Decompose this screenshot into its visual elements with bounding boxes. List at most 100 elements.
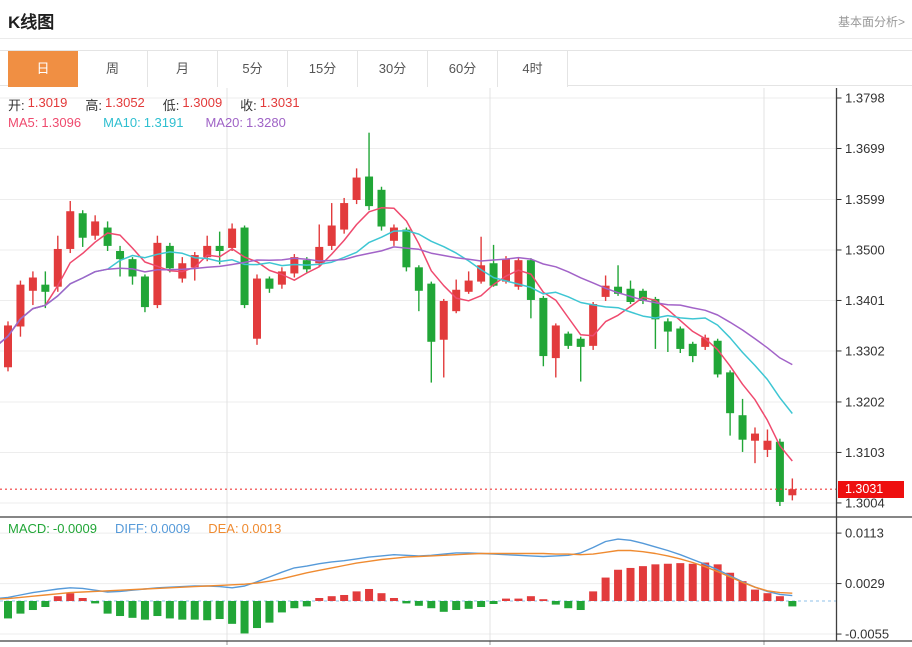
macd-hist-bar — [228, 601, 237, 624]
candle-body — [726, 372, 735, 414]
macd-hist-bar — [601, 577, 610, 601]
candle-body — [626, 288, 635, 302]
candle-body — [327, 225, 336, 246]
candle-body — [16, 284, 25, 327]
tab-day[interactable]: 日 — [8, 51, 78, 87]
price-tick-label: 1.3500 — [845, 242, 885, 257]
current-price-badge: 1.3031 — [838, 481, 904, 498]
candle-body — [190, 255, 199, 268]
macd-hist-bar — [16, 601, 25, 614]
macd-hist-bar — [315, 597, 324, 601]
ma5-line — [0, 207, 793, 462]
ma20-line — [0, 246, 793, 366]
candle-body — [91, 221, 100, 236]
macd-hist-bar — [651, 564, 660, 601]
macd-hist-bar — [676, 563, 685, 601]
candle-body — [414, 267, 423, 291]
candle-body — [128, 259, 137, 277]
candle-body — [153, 242, 162, 306]
candle-body — [589, 304, 598, 346]
candle-body — [638, 290, 647, 301]
price-tick-label: 1.3004 — [845, 495, 885, 510]
macd-hist-bar — [190, 601, 199, 620]
page-title: K线图 — [8, 13, 55, 32]
candle-body — [688, 343, 697, 357]
price-tick-label: 1.3599 — [845, 192, 885, 207]
macd-hist-bar — [302, 601, 311, 607]
tab-month[interactable]: 月 — [148, 51, 218, 87]
tab-5min[interactable]: 5分 — [218, 51, 288, 87]
macd-hist-bar — [414, 601, 423, 606]
macd-hist-bar — [701, 562, 710, 601]
candle-body — [427, 283, 436, 342]
candle-body — [502, 259, 510, 282]
macd-hist-bar — [526, 596, 535, 601]
macd-hist-bar — [788, 601, 797, 607]
macd-hist-bar — [327, 596, 336, 601]
macd-hist-bar — [477, 601, 486, 608]
candle-body — [439, 300, 448, 340]
macd-hist-bar — [140, 601, 149, 620]
price-tick-label: 1.3202 — [845, 394, 885, 409]
candle-body — [614, 286, 623, 294]
macd-hist-bar — [514, 598, 523, 601]
candle-body — [290, 257, 299, 274]
macd-hist-bar — [452, 601, 461, 611]
macd-hist-bar — [66, 593, 75, 601]
candle-body — [240, 227, 249, 306]
macd-hist-bar — [4, 601, 12, 619]
price-tick-label: 1.3401 — [845, 293, 885, 308]
macd-hist-bar — [340, 594, 349, 601]
candle-body — [564, 333, 573, 346]
candle-body — [788, 489, 797, 496]
candle-body — [253, 278, 261, 339]
macd-hist-bar — [78, 597, 87, 601]
macd-hist-bar — [153, 601, 162, 617]
macd-hist-bar — [589, 591, 598, 601]
macd-hist-bar — [663, 563, 672, 601]
candle-body — [651, 298, 660, 320]
candle-body — [352, 177, 361, 200]
tab-60min[interactable]: 60分 — [428, 51, 498, 87]
tab-4hour[interactable]: 4时 — [498, 51, 568, 87]
candle-body — [601, 285, 610, 297]
candle-body — [265, 278, 274, 289]
candle-body — [775, 441, 784, 502]
macd-hist-bar — [128, 601, 137, 618]
tab-week[interactable]: 周 — [78, 51, 148, 87]
candle-body — [389, 227, 398, 241]
candle-body — [514, 260, 523, 287]
ma10-line — [0, 229, 793, 414]
candle-body — [66, 211, 75, 249]
candle-body — [738, 415, 747, 440]
macd-hist-bar — [614, 569, 623, 601]
candle-body — [203, 245, 212, 258]
candle-body — [277, 271, 286, 285]
macd-hist-bar — [389, 597, 398, 601]
fundamental-analysis-link[interactable]: 基本面分析> — [837, 15, 905, 29]
candle-body — [116, 251, 125, 260]
candle-body — [365, 176, 374, 207]
macd-hist-bar — [427, 601, 436, 609]
macd-hist-bar — [775, 596, 784, 601]
candle-body — [4, 325, 12, 368]
candle-body — [452, 289, 461, 312]
price-tick-label: 1.3302 — [845, 343, 885, 358]
macd-hist-bar — [564, 601, 573, 609]
candle-body — [713, 340, 722, 375]
tab-15min[interactable]: 15分 — [288, 51, 358, 87]
diff-line — [0, 538, 793, 599]
candle-body — [215, 245, 224, 251]
candle-body — [551, 325, 560, 359]
candle-body — [763, 440, 772, 450]
macd-hist-bar — [626, 567, 635, 601]
candle-body — [701, 337, 710, 347]
macd-hist-bar — [738, 581, 747, 601]
candle-body — [539, 297, 548, 357]
candle-body — [103, 227, 112, 246]
tab-30min[interactable]: 30分 — [358, 51, 428, 87]
macd-hist-bar — [53, 596, 62, 601]
price-tick-label: 1.3699 — [845, 141, 885, 156]
macd-hist-bar — [215, 601, 224, 620]
